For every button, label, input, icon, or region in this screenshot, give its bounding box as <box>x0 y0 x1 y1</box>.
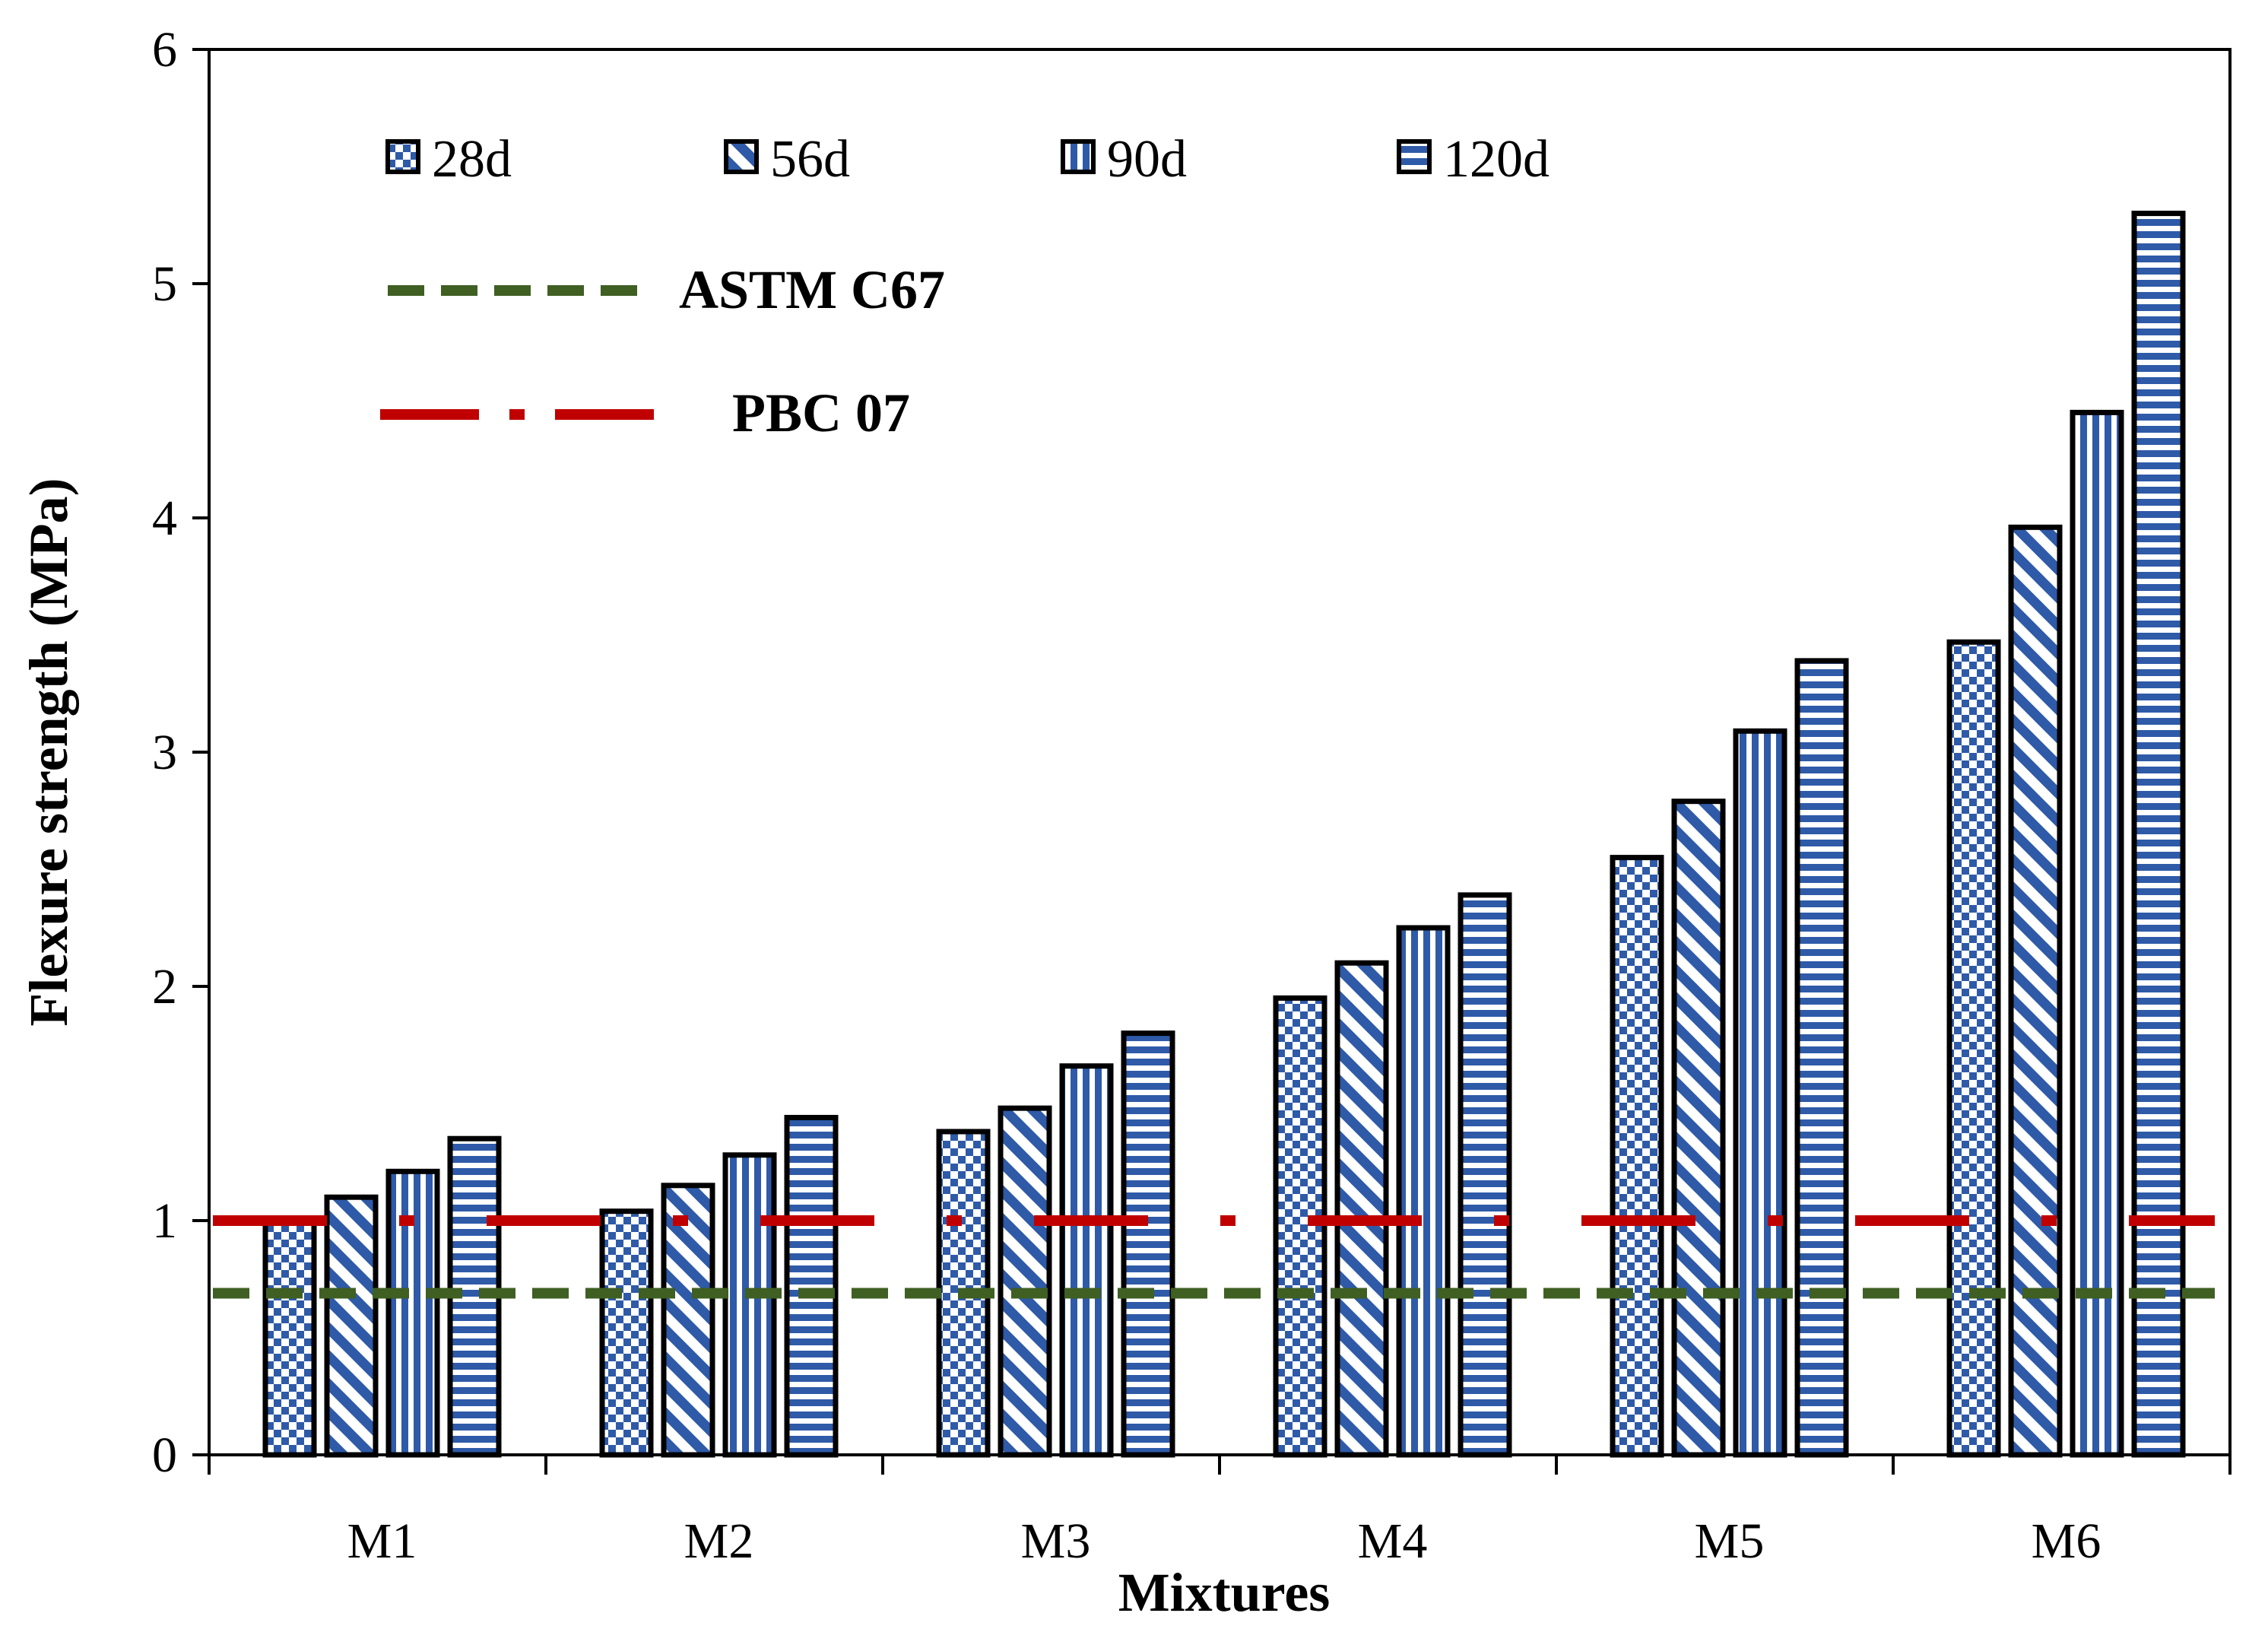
bar-m1-28d <box>262 1218 317 1458</box>
x-tick-label-m5: M5 <box>1695 1513 1765 1569</box>
bars-layer <box>262 211 2186 1458</box>
bar-m5-56d <box>1671 799 1726 1458</box>
legend-label-astm-c67: ASTM C67 <box>679 259 945 320</box>
y-tick-label-2: 2 <box>152 959 177 1015</box>
bar-m2-120d <box>784 1114 839 1458</box>
legend-swatch-120d <box>1397 139 1432 174</box>
legend-label-pbc-07: PBC 07 <box>732 383 910 443</box>
bar-m3-90d <box>1059 1063 1114 1458</box>
legend-swatch-28d <box>385 139 420 174</box>
y-tick-label-5: 5 <box>152 256 177 312</box>
legend-label-28d: 28d <box>432 130 512 189</box>
y-tick-label-4: 4 <box>152 491 177 546</box>
y-tick-label-0: 0 <box>152 1427 177 1483</box>
legend-label-56d: 56d <box>770 130 850 189</box>
bar-m4-90d <box>1396 925 1451 1458</box>
bar-m2-90d <box>722 1152 777 1458</box>
bar-m4-120d <box>1458 892 1512 1458</box>
bar-m4-28d <box>1273 995 1327 1458</box>
x-axis-title: Mixtures <box>1118 1562 1331 1623</box>
bar-m6-90d <box>2070 409 2124 1458</box>
bar-m5-28d <box>1610 855 1664 1458</box>
bar-m6-28d <box>1946 639 2001 1458</box>
y-axis-title: Flexure strength (MPa) <box>18 478 79 1026</box>
bar-m3-56d <box>998 1105 1052 1458</box>
y-tick-label-3: 3 <box>152 725 177 780</box>
legend-swatch-56d <box>724 139 759 174</box>
x-tick-label-m4: M4 <box>1358 1513 1428 1569</box>
legend-label-120d: 120d <box>1443 130 1550 189</box>
bar-m5-120d <box>1794 658 1849 1458</box>
x-tick-label-m6: M6 <box>2032 1513 2101 1569</box>
legend-label-90d: 90d <box>1107 130 1187 189</box>
legend-swatch-90d <box>1061 139 1096 174</box>
bar-m1-56d <box>324 1194 379 1458</box>
bar-m6-120d <box>2131 211 2186 1458</box>
bar-m3-120d <box>1121 1030 1175 1458</box>
x-tick-label-m3: M3 <box>1021 1513 1091 1569</box>
y-tick-label-1: 1 <box>152 1193 177 1249</box>
y-tick-label-6: 6 <box>152 22 177 78</box>
plot-area-frame <box>208 48 2232 1456</box>
bar-m2-28d <box>599 1208 654 1458</box>
x-tick-label-m2: M2 <box>684 1513 754 1569</box>
reference-lines-layer <box>213 1215 2215 1299</box>
x-tick-label-m1: M1 <box>347 1513 417 1569</box>
bar-m5-90d <box>1733 728 1787 1458</box>
bar-m6-56d <box>2008 524 2063 1458</box>
bar-m1-90d <box>385 1168 440 1458</box>
bar-m4-56d <box>1334 960 1389 1458</box>
axes-layer: 0 1 2 3 4 5 6 M1 M2 M3 M4 M5 M6 <box>152 22 2232 1569</box>
legend: 28d 56d 90d 120d ASTM C67 PBC 07 <box>380 130 1550 443</box>
